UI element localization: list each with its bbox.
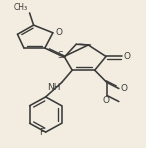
Text: NH: NH: [47, 83, 61, 92]
Text: O: O: [55, 28, 62, 37]
Text: O: O: [120, 84, 127, 93]
Text: CH₃: CH₃: [14, 3, 28, 12]
Text: S: S: [57, 51, 63, 60]
Text: O: O: [124, 52, 131, 61]
Text: F: F: [39, 128, 44, 137]
Text: O: O: [102, 96, 110, 105]
